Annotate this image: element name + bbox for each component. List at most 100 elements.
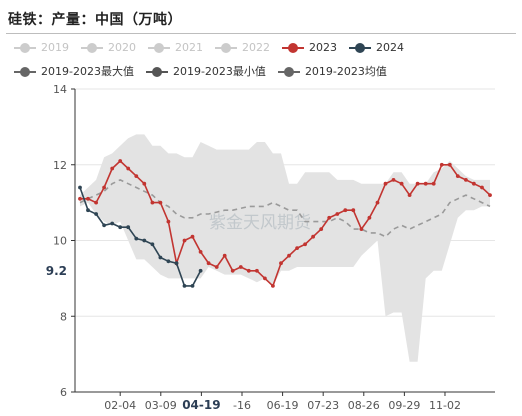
series-2023-point (198, 250, 203, 254)
legend-marker-icon (282, 43, 304, 53)
series-2023-point (488, 193, 492, 198)
series-2023-point (367, 215, 372, 220)
series-2023-point (472, 181, 476, 186)
series-2024-point (134, 236, 139, 241)
y-tick-label: 8 (60, 310, 67, 323)
series-2023-point (480, 185, 484, 190)
legend-marker-icon (145, 67, 168, 77)
series-2023-point (327, 215, 332, 220)
y-tick-label: 6 (60, 386, 67, 399)
series-2023-point (303, 242, 307, 247)
legend-item-2019-2023最小值[interactable]: 2019-2023最小值 (145, 61, 266, 83)
series-2023-point (431, 181, 436, 186)
legend-item-2024[interactable]: 2024 (349, 37, 404, 59)
legend-marker-icon (14, 43, 36, 53)
y-tick-label: 14 (53, 83, 67, 96)
series-2023-point (423, 181, 428, 186)
series-2024-point (142, 238, 147, 243)
legend-label: 2019-2023均值 (304, 65, 387, 78)
series-2023-point (399, 181, 404, 186)
series-2023-point (263, 276, 267, 281)
x-tick-label: 09-29 (388, 399, 420, 412)
y-tick-label: 12 (53, 159, 67, 172)
legend: 2019 2020 2021 2022 2023 2024 2019-2023最大值 2019… (14, 37, 514, 85)
series-2023-point (447, 162, 452, 167)
series-2023-point (118, 159, 123, 163)
x-tick-label: 11-02 (429, 399, 461, 412)
min-max-band (80, 134, 490, 362)
legend-item-2019-2023均值[interactable]: 2019-2023均值 (277, 61, 387, 83)
legend-label: 2020 (108, 41, 136, 54)
series-average-line (79, 179, 491, 238)
legend-label: 2022 (242, 41, 270, 54)
legend-item-2020[interactable]: 2020 (81, 37, 136, 59)
x-tick-label: 03-09 (145, 399, 177, 412)
series-2023-point (287, 253, 291, 258)
x-tick-label: 02-04 (104, 399, 136, 412)
series-2023-point (238, 265, 243, 269)
legend-marker-icon (14, 67, 36, 77)
series-2023-point (126, 166, 131, 171)
series-2023-point (271, 284, 275, 288)
legend-label: 2024 (376, 41, 404, 54)
series-2023-point (439, 162, 444, 167)
x-tick-label: 06-19 (267, 399, 299, 412)
series-2023-point (222, 253, 227, 258)
series-2023-point (415, 181, 420, 186)
legend-item-2021[interactable]: 2021 (148, 37, 203, 59)
legend-marker-icon (215, 43, 237, 53)
watermark: 紫金天风期货 (209, 213, 311, 233)
series-2023-point (383, 181, 388, 186)
series-2024-point (110, 221, 115, 226)
series-2023-point (86, 196, 90, 201)
series-2023-point (319, 227, 324, 232)
series-2024-point (166, 259, 171, 264)
series-2024-point (118, 225, 123, 230)
series-2024-point (190, 284, 195, 288)
x-tick-label: 07-23 (307, 399, 339, 412)
series-2023-point (150, 200, 155, 205)
series-2024-point (94, 212, 98, 216)
series-2023-point (279, 261, 283, 266)
legend-label: 2019 (41, 41, 69, 54)
legend-label: 2021 (175, 41, 203, 54)
x-tick-label: 04-19 (182, 398, 220, 412)
series-2023-point (375, 200, 380, 205)
series-2023-point (110, 166, 115, 171)
legend-item-2019-2023最大值[interactable]: 2019-2023最大值 (14, 61, 134, 83)
legend-marker-icon (148, 43, 170, 53)
legend-item-2023[interactable]: 2023 (282, 37, 337, 59)
legend-label: 2019-2023最大值 (41, 65, 134, 78)
legend-item-2019[interactable]: 2019 (14, 37, 69, 59)
x-tick-label: 08-26 (348, 399, 380, 412)
series-2024-point (198, 268, 203, 273)
series-2023-point (158, 200, 163, 205)
series-2023-point (295, 246, 299, 251)
series-2024-point (158, 255, 163, 260)
series-2023-line (80, 159, 491, 288)
legend-label: 2019-2023最小值 (172, 65, 266, 78)
series-2024-point (86, 208, 90, 213)
series-2023-point (343, 208, 348, 213)
legend-marker-icon (277, 67, 300, 77)
series-2024-point (102, 223, 106, 228)
series-2023-point (311, 234, 315, 239)
y-tick-label: 10 (53, 235, 67, 248)
series-2023-point (94, 200, 98, 205)
series-2024-point (78, 185, 82, 190)
series-2023-point (351, 208, 356, 213)
series-2023-point (166, 219, 171, 224)
series-2023-point (407, 193, 412, 198)
series-2023-point (246, 268, 251, 273)
series-2023-point (464, 178, 468, 182)
series-2023-point (214, 265, 219, 269)
series-2024-point (126, 225, 131, 230)
legend-item-2022[interactable]: 2022 (215, 37, 270, 59)
series-2023-point (190, 234, 195, 239)
legend-marker-icon (81, 43, 103, 53)
series-2023-point (335, 212, 340, 216)
series-2023-point (230, 268, 235, 273)
series-2023-point (142, 181, 147, 186)
